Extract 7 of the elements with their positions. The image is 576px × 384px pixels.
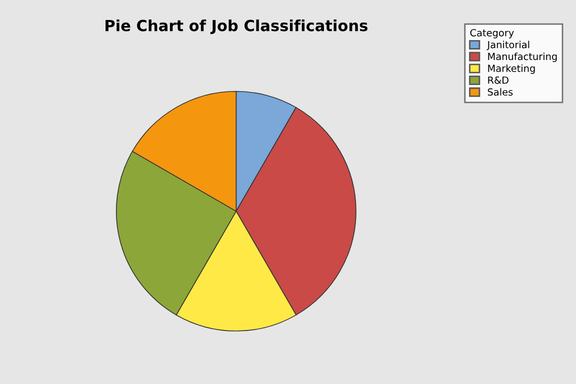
legend-label: Marketing <box>488 64 535 74</box>
chart-title: Pie Chart of Job Classifications <box>106 19 368 34</box>
legend-label: Janitorial <box>486 40 530 50</box>
legend-label: Manufacturing <box>488 52 557 62</box>
legend-label: R&D <box>488 76 508 84</box>
legend-label: Sales <box>488 88 513 96</box>
legend-title: Category <box>470 29 514 38</box>
